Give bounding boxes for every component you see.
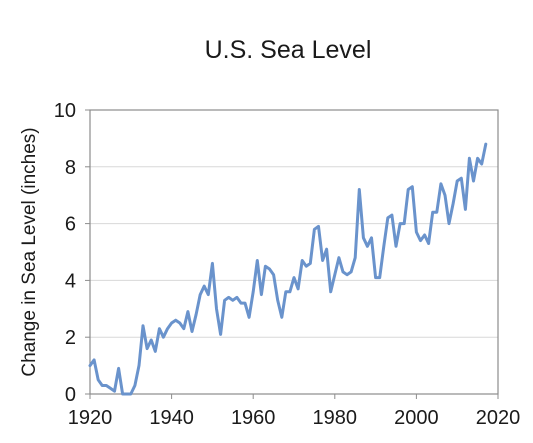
x-tick-label: 1920 (68, 407, 113, 429)
x-tick-label: 1960 (231, 407, 276, 429)
y-tick-label: 10 (54, 100, 76, 122)
x-tick-label: 1940 (149, 407, 194, 429)
tick-marks (85, 109, 499, 399)
y-axis-tick-labels: 0 2 4 6 8 10 (54, 100, 76, 406)
plot-area-frame (89, 109, 499, 395)
sea-level-series-line (88, 142, 488, 396)
x-tick-label: 2000 (394, 407, 439, 429)
chart-title: U.S. Sea Level (205, 36, 372, 64)
y-axis-label: Change in Sea Level (inches) (19, 127, 40, 376)
grid-lines (90, 166, 498, 338)
x-axis-tick-labels: 1920 1940 1960 1980 2000 2020 (68, 407, 521, 429)
y-tick-label: 4 (65, 270, 76, 292)
y-tick-label: 8 (65, 157, 76, 179)
y-tick-label: 0 (65, 384, 76, 406)
y-tick-label: 6 (65, 214, 76, 236)
x-tick-label: 1980 (313, 407, 358, 429)
y-tick-label: 2 (65, 327, 76, 349)
x-tick-label: 2020 (476, 407, 521, 429)
